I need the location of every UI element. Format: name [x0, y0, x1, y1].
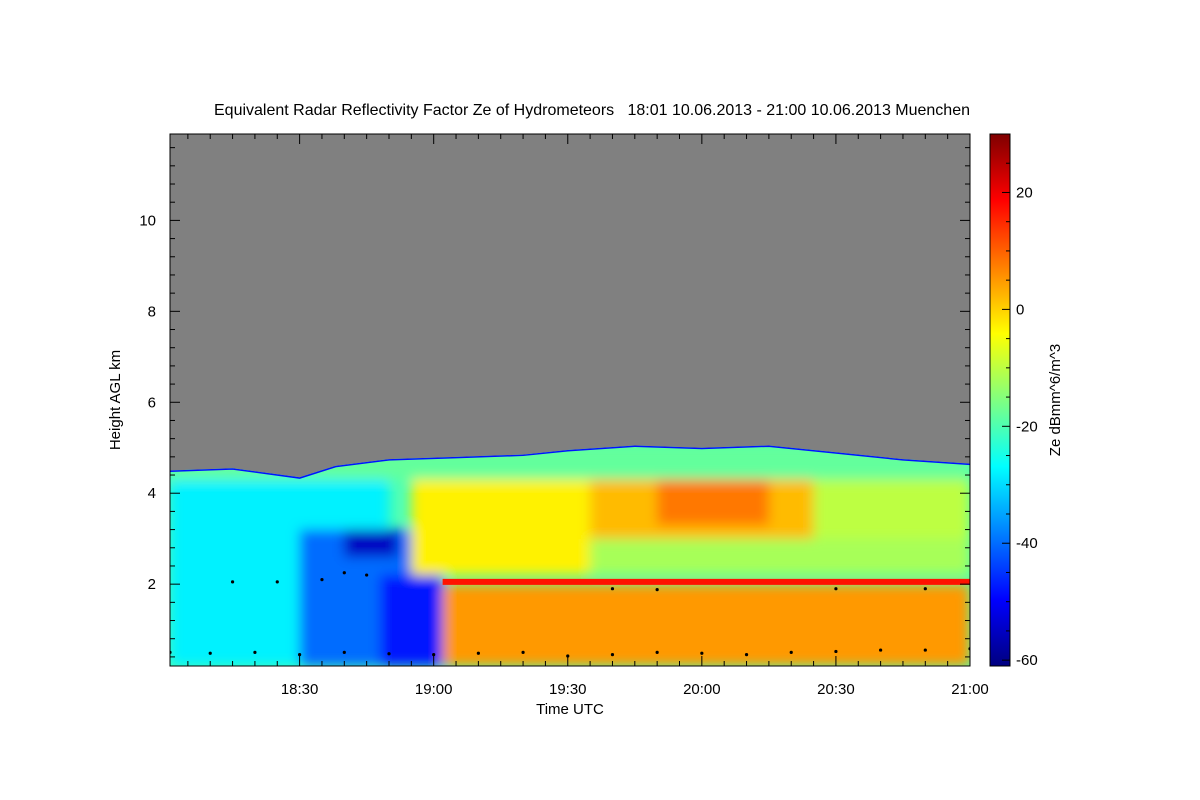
cloud-base-point [342, 571, 346, 575]
cloud-base-point [342, 650, 346, 654]
x-tick-label: 18:30 [281, 681, 319, 698]
y-tick-label: 4 [148, 485, 156, 502]
reflectivity-cell [344, 529, 398, 557]
x-axis: 18:30 19:00 19:30 20:00 20:30 21:00 [187, 134, 989, 698]
chart-title: Equivalent Radar Reflectivity Factor Ze … [214, 102, 970, 119]
plot-frame [169, 133, 971, 667]
plot-area [169, 133, 971, 667]
y-tick-label: 10 [139, 212, 156, 229]
x-tick-label: 20:00 [683, 681, 721, 698]
cloud-base-point [365, 573, 369, 577]
colorbar-ticks: -60 -40 -20 0 20 [1002, 133, 1038, 669]
x-tick-label: 20:30 [817, 681, 855, 698]
colorbar: -60 -40 -20 0 20 Ze dBmm^6/m^3 [989, 133, 1064, 669]
cloud-base-point [275, 580, 279, 584]
y-tick-label: 6 [148, 394, 156, 411]
cloud-base-points [170, 571, 970, 658]
cloud-base-point [610, 653, 615, 657]
reflectivity-cell [380, 575, 443, 666]
cloud-base-point [923, 587, 927, 591]
echo-region [170, 445, 970, 666]
x-tick-label: 19:30 [549, 681, 587, 698]
cloud-base-point [387, 652, 391, 656]
cloud-base-point [521, 650, 525, 654]
reflectivity-cell [442, 584, 970, 666]
reflectivity-field [170, 445, 970, 666]
y-axis: 2 4 6 8 10 [139, 147, 970, 658]
cloud-base-point [879, 648, 883, 652]
cloud-base-point [655, 650, 659, 654]
colorbar-label: Ze dBmm^6/m^3 [1047, 344, 1064, 456]
colorbar-tick-label: 20 [1016, 184, 1033, 201]
colorbar-tick-label: -40 [1016, 535, 1038, 552]
cloud-base-point [655, 588, 659, 592]
cloud-base-point [253, 650, 257, 654]
cloud-base-point [789, 650, 793, 654]
reflectivity-cell [590, 538, 970, 576]
cloud-base-point [432, 653, 436, 657]
cloud-base-point [476, 651, 480, 655]
cloud-base-point [320, 578, 324, 582]
cloud-base-point [700, 651, 704, 655]
x-tick-label: 19:00 [415, 681, 453, 698]
cloud-base-point [834, 649, 838, 654]
cloud-base-point [923, 648, 927, 652]
cloud-base-point [834, 587, 838, 591]
colorbar-tick-label: 0 [1016, 301, 1024, 318]
colorbar-tick-label: -20 [1016, 418, 1038, 435]
cloud-base-point [610, 587, 615, 591]
cloud-base-point [744, 653, 749, 657]
melting-layer [442, 578, 970, 585]
y-tick-label: 8 [148, 303, 156, 320]
cloud-base-point [298, 653, 302, 657]
cloud-base-point [230, 580, 235, 584]
colorbar-tick-label: -60 [1016, 652, 1038, 669]
cloud-base-point [566, 654, 570, 658]
melting-layer-band [442, 578, 970, 585]
cloud-base-point [208, 651, 212, 655]
x-axis-label: Time UTC [536, 701, 604, 718]
colorbar-gradient [989, 133, 1011, 667]
y-axis-label: Height AGL km [107, 350, 124, 450]
y-tick-label: 2 [148, 576, 156, 593]
x-tick-label: 21:00 [951, 681, 989, 698]
reflectivity-cell [657, 479, 769, 526]
